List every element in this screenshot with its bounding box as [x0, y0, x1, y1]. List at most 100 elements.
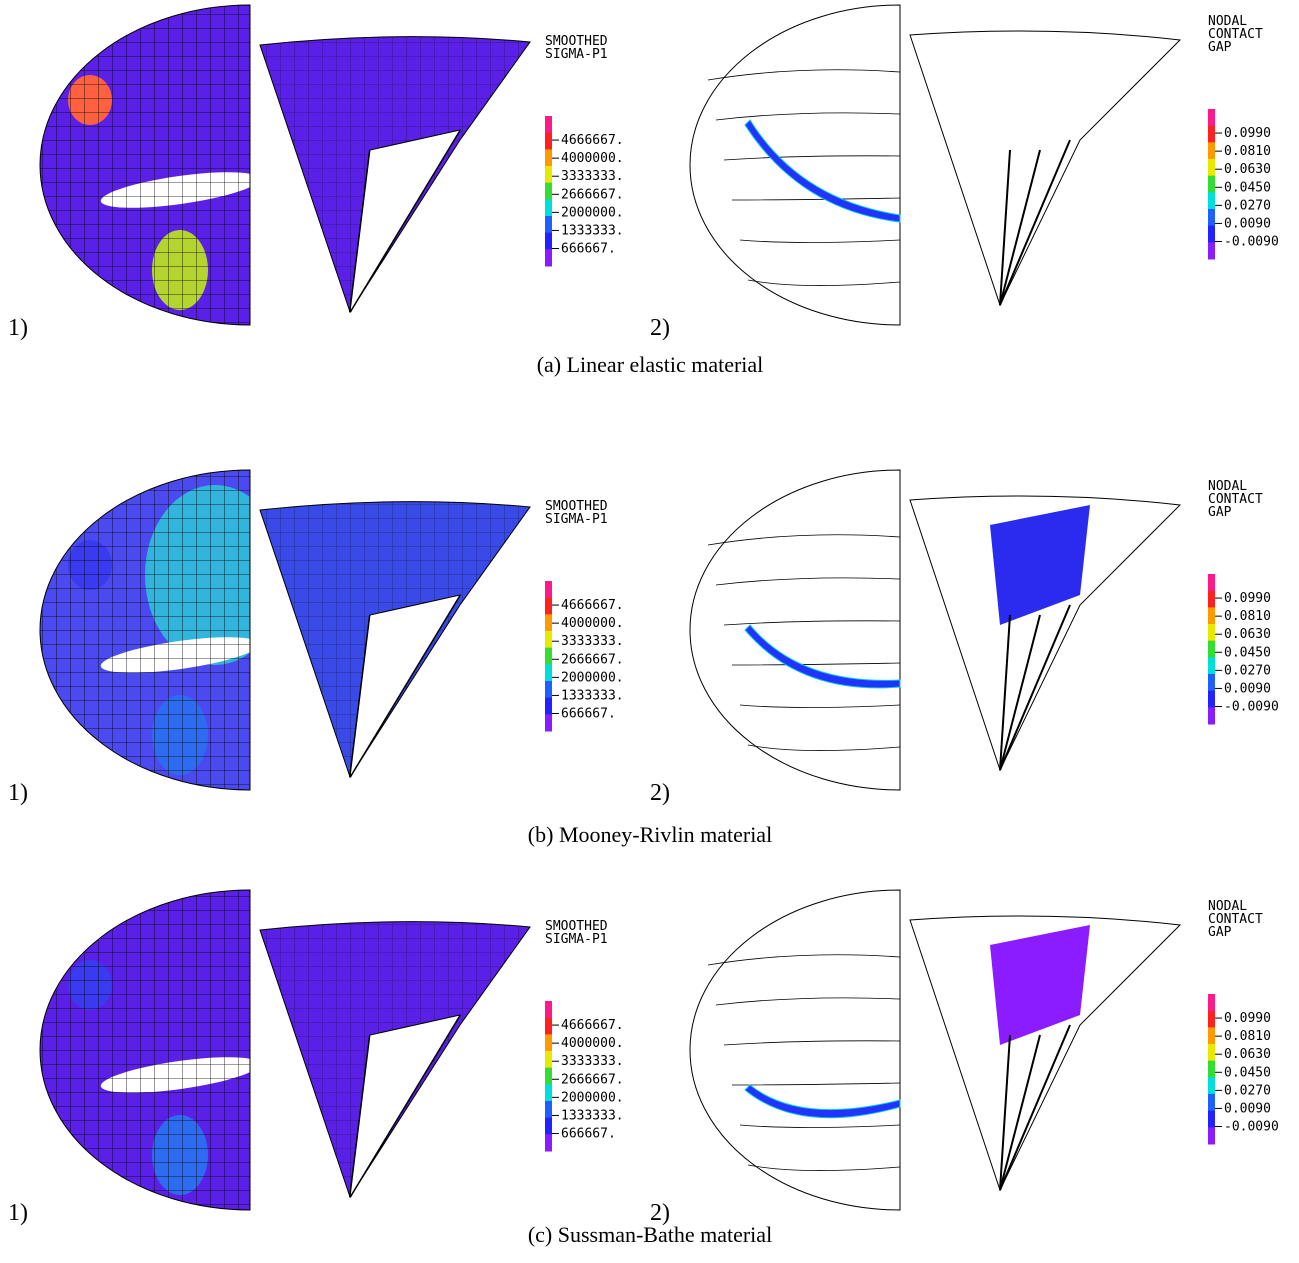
funnel-outline: [909, 915, 1182, 1192]
mesh-grid: [40, 890, 250, 1210]
stress-mesh: [40, 890, 250, 1210]
legend-tick-label: 666667.: [561, 707, 616, 722]
gap-line: [715, 577, 901, 586]
colorbar-cell: [545, 614, 552, 632]
mesh-outline: [39, 469, 251, 791]
colorbar-cell: [1208, 657, 1215, 675]
legend-tick-label: 1333333.: [561, 688, 624, 703]
mesh-grid: [40, 470, 250, 790]
colorbar-cell: [1208, 1094, 1215, 1112]
legend-tick-label: 1333333.: [561, 223, 624, 238]
legend-tick-label: 0.0090: [1224, 681, 1271, 696]
gap-patch: [990, 925, 1090, 1045]
legend-tick-label: 2000000.: [561, 670, 624, 685]
gap-line: [715, 997, 901, 1006]
colorbar-cell: [1208, 707, 1215, 725]
colorbar-cell: [1208, 159, 1215, 177]
legend-tick-label: 0.0810: [1224, 1029, 1271, 1044]
caption: (a) Linear elastic material: [537, 352, 764, 377]
gap-line: [731, 1082, 901, 1086]
legend-tick-label: 3333333.: [561, 169, 624, 184]
chord: [999, 149, 1041, 306]
legend-title: GAP: [1208, 925, 1232, 940]
gap-outline: [689, 4, 901, 326]
legend-tick-label: 0.0450: [1224, 645, 1271, 660]
legend-tick-label: 3333333.: [561, 634, 624, 649]
panel-label: 2): [650, 1200, 670, 1226]
legend-title: GAP: [1208, 505, 1232, 520]
funnel-outline: [909, 30, 1182, 307]
colorbar-cell: [1208, 1077, 1215, 1095]
colorbar-cell: [1208, 624, 1215, 642]
gap-patch: [990, 505, 1090, 625]
colorbar-cell: [545, 232, 552, 250]
gap-line: [739, 704, 901, 708]
mesh-outline: [39, 889, 251, 1211]
legend-tick-label: 1333333.: [561, 1108, 624, 1123]
legend-title: NODAL: [1208, 899, 1247, 914]
colorbar-cell: [545, 664, 552, 682]
colorbar-cell: [1208, 125, 1215, 143]
legend-tick-label: 2000000.: [561, 1090, 624, 1105]
colorbar-cell: [545, 132, 552, 150]
gap-strip: [744, 119, 901, 223]
legend-title: GAP: [1208, 40, 1232, 55]
caption: (b) Mooney-Rivlin material: [528, 822, 772, 847]
colorbar-cell: [545, 681, 552, 699]
gap-line: [747, 1164, 901, 1171]
legend-title: SIGMA-P1: [545, 932, 608, 947]
caption: (c) Sussman-Bathe material: [528, 1222, 772, 1247]
legend-tick-label: 0.0990: [1224, 591, 1271, 606]
colorbar-cell: [545, 1017, 552, 1035]
legend-title: NODAL: [1208, 14, 1247, 29]
legend-tick-label: -0.0090: [1224, 1120, 1279, 1135]
legend-tick-label: 0.0810: [1224, 609, 1271, 624]
colorbar-cell: [1208, 574, 1215, 592]
colorbar-cell: [1208, 1060, 1215, 1078]
colorbar-cell: [545, 1001, 552, 1019]
colorbar-cell: [1208, 192, 1215, 210]
gap-line: [707, 954, 901, 966]
colorbar-cell: [1208, 209, 1215, 227]
colorbar-cell: [545, 1051, 552, 1069]
colorbar-cell: [1208, 994, 1215, 1012]
gap-line: [739, 239, 901, 243]
stress-mesh: [40, 470, 250, 790]
legend-title: CONTACT: [1208, 492, 1263, 507]
legend-tick-label: 0.0090: [1224, 216, 1271, 231]
colorbar-cell: [545, 216, 552, 234]
colorbar-cell: [1208, 640, 1215, 658]
legend-title: SMOOTHED: [545, 919, 608, 934]
gap-line: [723, 1040, 901, 1046]
panel-label: 1): [8, 780, 28, 806]
legend-title: SMOOTHED: [545, 34, 608, 49]
legend-tick-label: 0.0450: [1224, 180, 1271, 195]
colorbar-cell: [545, 597, 552, 615]
legend-tick-label: 4666667.: [561, 598, 624, 613]
gap-line: [747, 744, 901, 751]
colorbar-cell: [545, 631, 552, 649]
legend-tick-label: 0.0630: [1224, 1047, 1271, 1062]
legend-tick-label: 666667.: [561, 242, 616, 257]
colorbar-cell: [545, 647, 552, 665]
legend-tick-label: 0.0630: [1224, 162, 1271, 177]
colorbar-cell: [1208, 142, 1215, 160]
mesh-grid: [40, 5, 250, 325]
colorbar-cell: [545, 149, 552, 167]
chord: [999, 1034, 1041, 1191]
colorbar-cell: [545, 1101, 552, 1119]
legend-tick-label: 0.0810: [1224, 144, 1271, 159]
colorbar-cell: [545, 714, 552, 732]
legend-tick-label: 3333333.: [561, 1054, 624, 1069]
chord: [999, 139, 1071, 306]
colorbar-cell: [545, 697, 552, 715]
legend-tick-label: 0.0450: [1224, 1065, 1271, 1080]
colorbar-cell: [545, 1134, 552, 1152]
colorbar-cell: [545, 182, 552, 200]
legend-tick-label: 0.0990: [1224, 126, 1271, 141]
gap-line: [723, 620, 901, 626]
legend-tick-label: 2666667.: [561, 652, 624, 667]
